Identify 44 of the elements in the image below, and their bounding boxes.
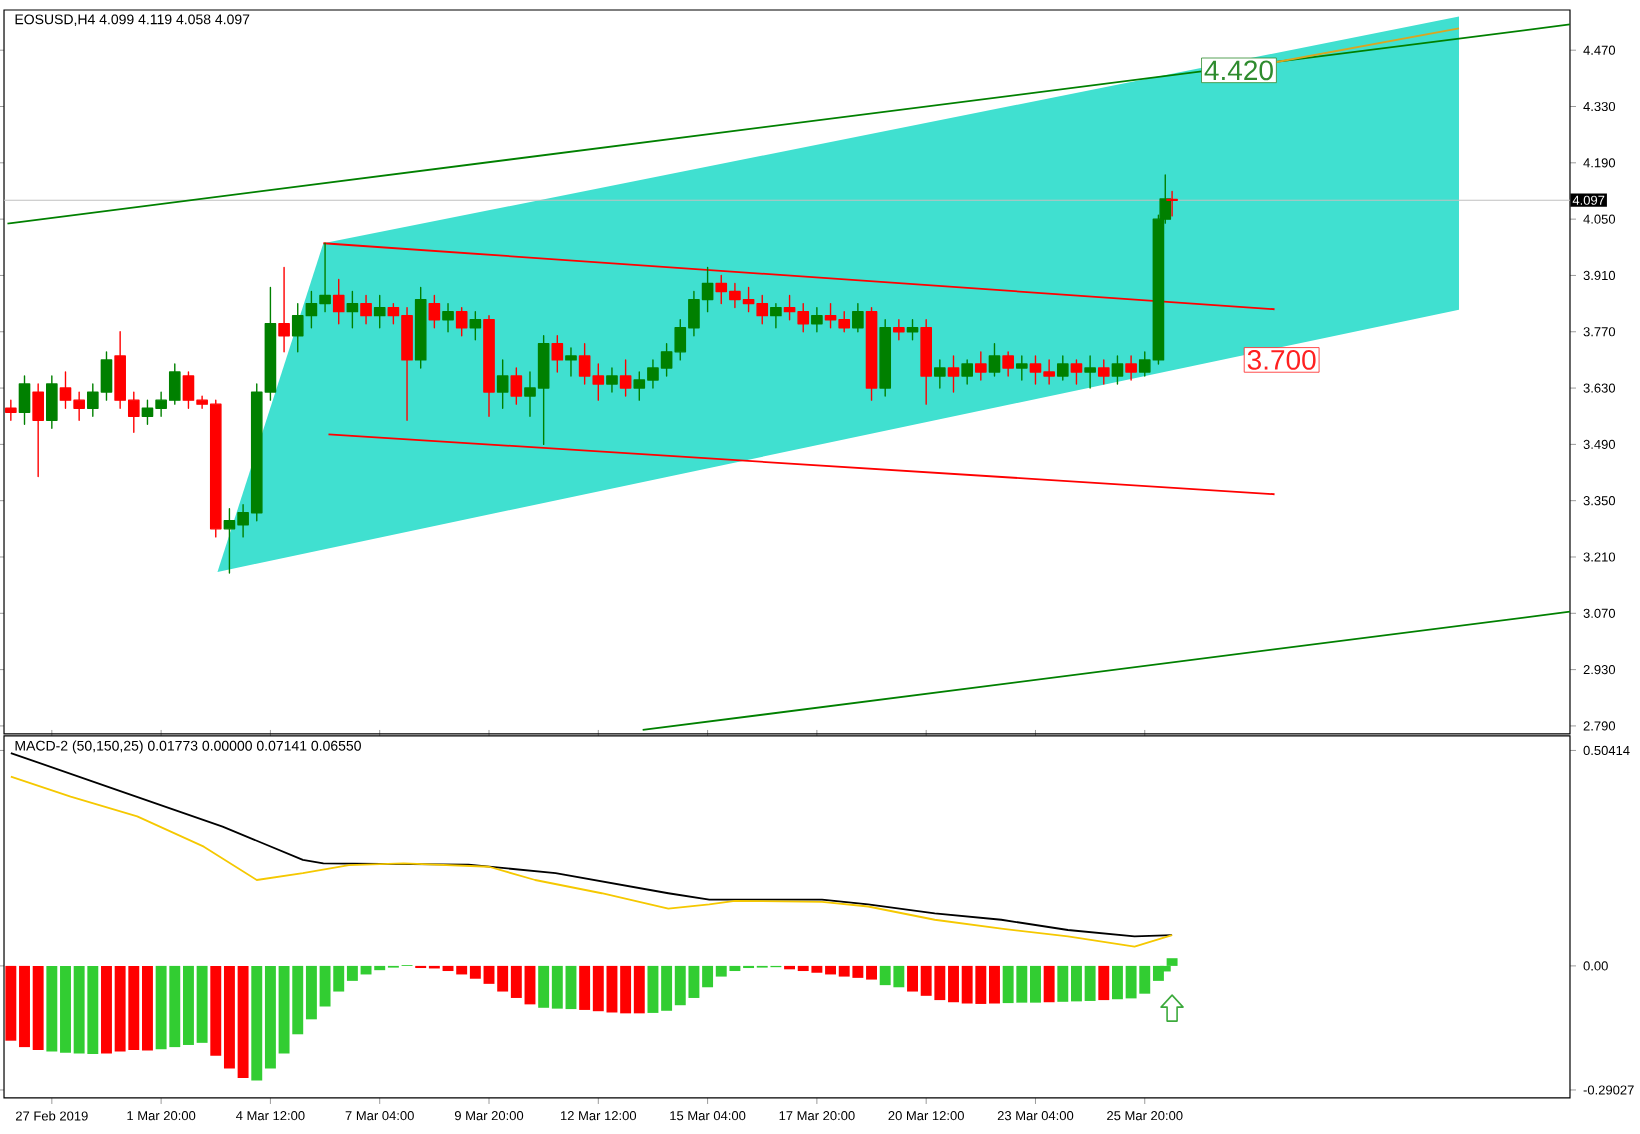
candlestick bbox=[811, 306, 823, 333]
candlestick bbox=[852, 302, 864, 333]
candlestick bbox=[934, 359, 946, 389]
annotation: 4.420 bbox=[1204, 60, 1273, 81]
candlestick bbox=[360, 294, 372, 325]
candlestick bbox=[46, 375, 58, 429]
candlestick bbox=[1015, 355, 1028, 381]
candlestick bbox=[278, 266, 290, 353]
candlestick bbox=[770, 302, 782, 329]
line-series bbox=[9, 752, 1173, 938]
candlestick bbox=[619, 359, 632, 397]
candlestick bbox=[1097, 359, 1110, 385]
candlestick bbox=[947, 355, 960, 393]
candlestick bbox=[988, 343, 1001, 377]
candlestick bbox=[961, 359, 973, 385]
candlestick bbox=[1084, 355, 1096, 389]
candlestick bbox=[1111, 355, 1124, 385]
candlestick bbox=[5, 399, 17, 421]
candlestick bbox=[975, 351, 987, 381]
candlestick bbox=[510, 367, 523, 405]
candlestick bbox=[1002, 351, 1014, 377]
annotation: 3.700 bbox=[1247, 349, 1316, 370]
candlestick bbox=[879, 318, 892, 397]
candlestick bbox=[32, 383, 44, 478]
line-series bbox=[9, 775, 1173, 948]
candlestick bbox=[565, 347, 577, 377]
candlestick bbox=[893, 318, 905, 341]
candlestick bbox=[428, 294, 441, 329]
candlestick bbox=[414, 286, 427, 369]
candlestick bbox=[18, 375, 31, 425]
candlestick bbox=[1125, 355, 1137, 381]
candlestick bbox=[332, 278, 345, 325]
candlestick bbox=[606, 367, 618, 393]
candlestick bbox=[551, 335, 564, 373]
candlestick bbox=[865, 306, 878, 401]
candlestick bbox=[496, 359, 509, 409]
candlestick bbox=[1070, 359, 1083, 385]
candlestick bbox=[483, 314, 495, 417]
candlestick bbox=[920, 318, 932, 405]
candlestick bbox=[1166, 190, 1178, 217]
candlestick bbox=[455, 306, 468, 337]
candlestick bbox=[442, 302, 454, 333]
candlestick bbox=[373, 294, 386, 329]
candlestick bbox=[1056, 355, 1069, 381]
